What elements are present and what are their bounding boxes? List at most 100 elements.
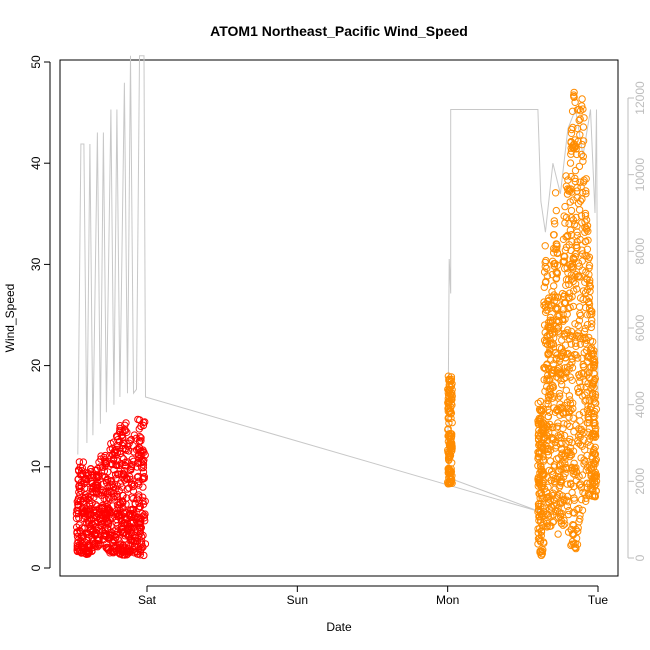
data-point [541,263,549,271]
data-point [562,368,571,377]
y-axis-label: Wind_Speed [3,284,17,353]
data-point [111,446,119,454]
y-tick-label: 50 [29,55,43,69]
data-point [110,454,118,462]
data-point [101,451,110,460]
y2-tick-label: 4000 [633,391,647,418]
data-point [583,388,591,396]
data-point [581,209,590,218]
data-point [534,525,542,533]
data-point [564,293,573,302]
data-point [567,125,576,134]
data-point [559,257,567,266]
data-point [83,516,92,524]
data-point [544,306,552,314]
data-point [571,166,580,175]
data-point [544,451,553,459]
data-point [89,521,97,529]
data-point [581,289,590,297]
data-point [445,440,454,449]
data-point [550,463,558,471]
data-point [111,471,120,479]
data-point [579,295,587,304]
data-point [543,375,551,383]
data-point [573,285,581,293]
data-point [567,406,575,415]
data-point [567,246,575,255]
data-point [550,334,558,342]
data-point [448,389,456,397]
data-point [580,428,588,437]
data-point [540,268,549,276]
data-point [551,189,560,197]
data-point [444,398,452,407]
data-point [567,331,575,340]
data-point [576,378,584,386]
data-point [570,220,579,229]
data-point [569,404,577,413]
data-point [576,131,584,139]
data-point [101,458,109,467]
data-point [444,414,452,422]
data-point [536,458,544,466]
data-point [567,144,575,152]
data-point [73,539,82,548]
data-point [90,530,98,538]
data-point [571,339,580,347]
data-point [571,177,579,186]
data-point [550,477,559,486]
data-point [551,259,559,268]
data-point [139,418,148,427]
data-point [550,435,558,443]
data-point [573,222,581,230]
data-point [575,425,583,433]
data-point [559,521,567,529]
data-point [547,446,555,454]
data-point [569,265,577,273]
data-point [540,336,549,345]
data-point [573,150,581,159]
data-point [576,107,585,115]
data-point [581,278,589,286]
axes-layer: 0 10 20 30 40 50 0 2000 4000 6000 8000 10000 12000 Sa… [29,55,647,607]
data-point [588,320,596,328]
data-point [544,483,552,491]
data-point [550,297,559,305]
data-point [575,504,583,513]
data-point [119,529,127,537]
data-point [557,476,565,484]
data-point [543,332,551,341]
data-point [567,480,575,489]
data-point [553,492,562,500]
data-point [121,458,130,467]
data-point [89,484,98,492]
data-point [587,464,596,473]
data-point [546,346,554,354]
data-point [567,206,576,215]
data-point [579,152,587,161]
data-point [574,384,582,393]
data-point [576,178,584,186]
data-point [540,301,548,310]
data-point [103,475,112,483]
data-point [582,383,590,391]
data-point [125,484,133,492]
data-point [444,454,453,462]
data-point [569,216,577,224]
data-point [582,175,590,183]
data-point [579,105,587,113]
data-point [446,375,454,384]
data-point [140,511,148,519]
data-point [579,157,587,165]
data-point [572,476,581,485]
data-point [578,369,586,378]
data-point [544,413,553,421]
data-point [588,307,596,316]
data-point [574,273,582,281]
data-point [78,524,86,532]
data-point [534,419,543,427]
data-point [571,174,579,183]
data-point [110,448,118,456]
data-point [577,212,586,220]
